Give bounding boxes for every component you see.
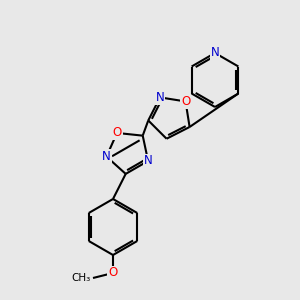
- Text: O: O: [112, 126, 122, 140]
- Text: N: N: [211, 46, 219, 59]
- Text: O: O: [181, 95, 190, 108]
- Text: N: N: [102, 150, 111, 163]
- Text: CH₃: CH₃: [72, 273, 91, 283]
- Text: O: O: [108, 266, 118, 280]
- Text: N: N: [156, 91, 164, 104]
- Text: N: N: [144, 154, 152, 167]
